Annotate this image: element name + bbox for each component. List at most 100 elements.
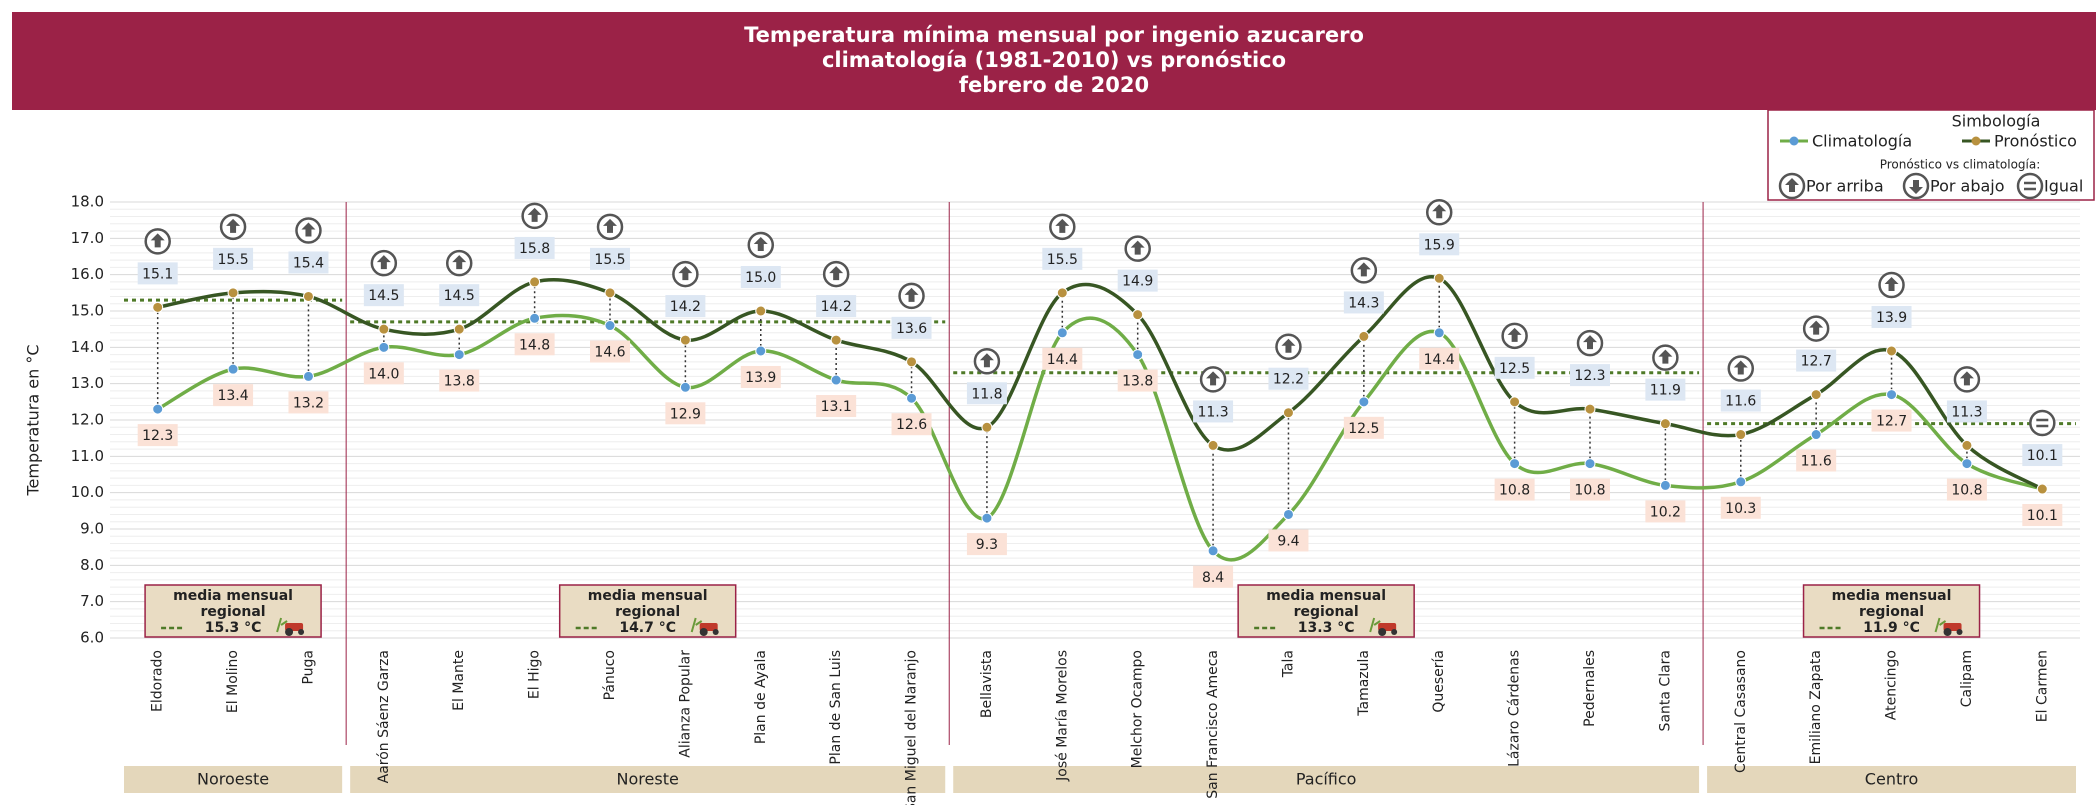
value-label-box	[1193, 565, 1234, 588]
value-label-box	[1042, 247, 1083, 270]
value-label-box	[1871, 305, 1912, 328]
data-point	[529, 312, 541, 324]
value-label: 14.4	[1047, 352, 1078, 368]
comparison-icon	[1576, 329, 1604, 357]
legend-icon	[1778, 172, 1806, 200]
x-tick-label: San Francisco Ameca	[1205, 650, 1221, 799]
y-tick-label: 9.0	[80, 520, 104, 538]
value-label-box	[665, 402, 706, 425]
value-label: 9.4	[1277, 533, 1299, 549]
value-label: 10.3	[1725, 501, 1756, 517]
data-point	[1282, 508, 1294, 520]
icon-glyph	[1130, 240, 1145, 255]
region-label: Pacífico	[1296, 770, 1357, 789]
value-label-box	[1645, 378, 1686, 401]
icon-glyph	[1884, 276, 1899, 291]
y-tick-label: 15.0	[71, 302, 104, 320]
value-label-box	[213, 384, 254, 407]
value-label-box	[1570, 478, 1610, 501]
value-label-box	[1268, 529, 1309, 552]
x-tick-label: San Miguel del Naranjo	[904, 650, 920, 805]
icon-glyph	[1959, 371, 1974, 386]
value-label-box	[1871, 409, 1912, 432]
value-label: 13.9	[1876, 310, 1907, 326]
cane-icon	[690, 617, 703, 633]
icon-glyph	[1507, 327, 1522, 342]
icon-glyph	[829, 266, 844, 281]
comparison-icon	[521, 202, 548, 230]
value-label: 11.3	[1197, 404, 1228, 420]
comparison-icon	[144, 228, 171, 255]
x-tick-label: Alianza Popular	[677, 650, 693, 758]
mean-caption: media mensual	[1832, 588, 1952, 604]
value-label-box	[1193, 400, 1234, 423]
mean-caption: media mensual	[1266, 588, 1386, 604]
x-tick-label: Aarón Sáenz Garza	[376, 650, 392, 783]
legend-label: Por arriba	[1806, 177, 1884, 196]
value-label-box	[363, 284, 404, 307]
mean-value-label: 11.9 °C	[1863, 620, 1920, 636]
mean-caption: regional	[201, 604, 266, 620]
icon-glyph	[1356, 262, 1371, 277]
value-label-box	[1042, 347, 1083, 370]
value-label: 15.0	[745, 270, 776, 286]
comparison-icon	[747, 231, 775, 259]
region-bar	[350, 766, 946, 793]
mean-caption: regional	[1859, 604, 1924, 620]
value-label-box	[2022, 444, 2063, 467]
data-point	[1810, 389, 1822, 401]
tractor-wheel	[1943, 628, 1952, 636]
icon-glyph	[376, 255, 391, 270]
icon-glyph	[1733, 360, 1748, 375]
comparison-icon	[1199, 366, 1227, 393]
y-tick-label: 18.0	[71, 193, 104, 211]
cane-icon	[276, 617, 288, 633]
tractor-wheel	[712, 629, 719, 635]
value-label-box	[1117, 369, 1158, 392]
icon-glyph	[1658, 349, 1673, 364]
comparison-icon	[1878, 271, 1905, 299]
comparison-icon	[1727, 355, 1755, 382]
comparison-icon	[1350, 257, 1378, 284]
comparison-icon	[219, 213, 247, 241]
icon-glyph	[1432, 204, 1447, 219]
value-label-box	[816, 395, 857, 418]
value-label: 12.3	[1574, 368, 1605, 384]
icon-glyph	[1281, 338, 1296, 353]
comparison-icon	[973, 348, 1001, 375]
data-point	[227, 363, 239, 375]
icon-glyph	[1785, 178, 1799, 192]
data-point	[1584, 458, 1596, 470]
x-tick-label: El Higo	[527, 650, 543, 699]
value-label-box	[1796, 449, 1837, 472]
value-label-box	[891, 316, 932, 339]
legend-icon	[2016, 172, 2044, 200]
value-label: 13.1	[821, 399, 852, 415]
icon-ring	[2016, 172, 2044, 200]
value-label: 12.9	[670, 406, 701, 422]
value-label-box	[891, 413, 932, 436]
value-label: 14.3	[1348, 295, 1379, 311]
value-label-box	[1419, 233, 1460, 256]
data-point	[830, 334, 842, 346]
icon-glyph	[603, 218, 617, 233]
legend-label: Climatología	[1812, 132, 1912, 151]
value-label: 11.6	[1801, 454, 1832, 470]
x-tick-label: Eldorado	[150, 650, 166, 712]
title-banner	[12, 12, 2096, 110]
comparison-icon	[370, 249, 398, 277]
comparison-icon	[1652, 344, 1679, 371]
comparison-icon	[2029, 409, 2056, 437]
tractor-wheel	[298, 629, 305, 635]
value-label-box	[137, 424, 178, 447]
value-label: 10.8	[1574, 483, 1605, 499]
x-tick-label: Melchor Ocampo	[1130, 650, 1146, 768]
value-label-box	[2022, 504, 2063, 527]
value-label: 11.8	[971, 386, 1002, 402]
tractor-wheel	[699, 628, 708, 636]
x-tick-label: Emiliano Zapata	[1808, 650, 1824, 764]
mean-caption: media mensual	[588, 588, 708, 604]
mean-box	[144, 584, 322, 638]
value-label-box	[514, 333, 555, 356]
